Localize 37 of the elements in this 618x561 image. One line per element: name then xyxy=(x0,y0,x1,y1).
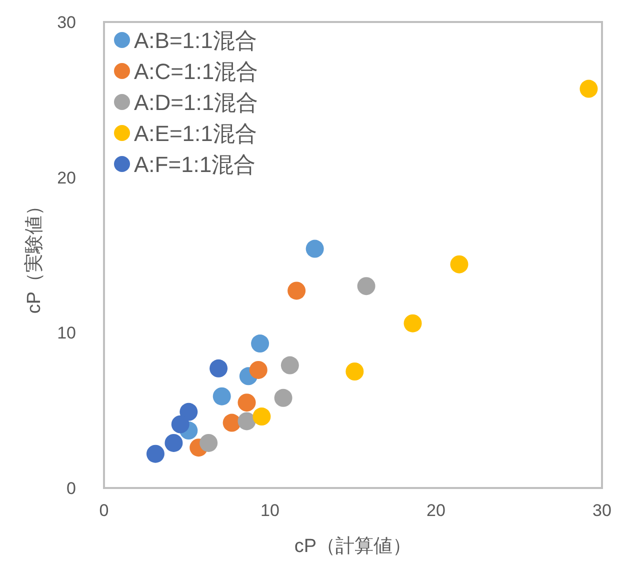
point xyxy=(288,282,306,300)
point xyxy=(249,360,268,379)
x-axis-title: cP（計算値） xyxy=(294,536,412,557)
point xyxy=(252,408,271,426)
y-tick-label: 30 xyxy=(57,13,76,32)
x-tick-label: 10 xyxy=(260,501,280,520)
x-tick-label: 0 xyxy=(99,501,109,520)
point xyxy=(450,255,468,274)
point xyxy=(404,314,422,332)
point xyxy=(306,240,324,258)
point xyxy=(346,362,364,380)
legend-label: A:F=1:1混合 xyxy=(134,152,256,177)
point xyxy=(238,394,256,412)
y-tick-label: 20 xyxy=(57,168,76,188)
point xyxy=(164,434,183,452)
point xyxy=(280,356,299,374)
x-tick-label: 20 xyxy=(426,501,446,520)
x-tick-label: 30 xyxy=(592,501,612,520)
point xyxy=(222,414,241,432)
legend-label: A:D=1:1混合 xyxy=(134,90,258,115)
point xyxy=(251,334,270,353)
point xyxy=(171,415,190,434)
legend-label: A:B=1:1混合 xyxy=(134,28,257,53)
point xyxy=(180,402,198,421)
point xyxy=(357,277,376,296)
point xyxy=(146,444,164,463)
point xyxy=(580,80,598,98)
y-tick-label: 10 xyxy=(57,324,76,343)
point xyxy=(238,412,256,430)
legend-label: A:C=1:1混合 xyxy=(134,59,258,84)
point xyxy=(212,387,231,406)
point xyxy=(274,388,292,407)
point xyxy=(200,434,218,452)
y-tick-label: 0 xyxy=(66,479,76,498)
point xyxy=(210,359,228,378)
y-axis-title: cP（実験値） xyxy=(23,196,45,314)
legend-label: A:E=1:1混合 xyxy=(134,121,257,146)
